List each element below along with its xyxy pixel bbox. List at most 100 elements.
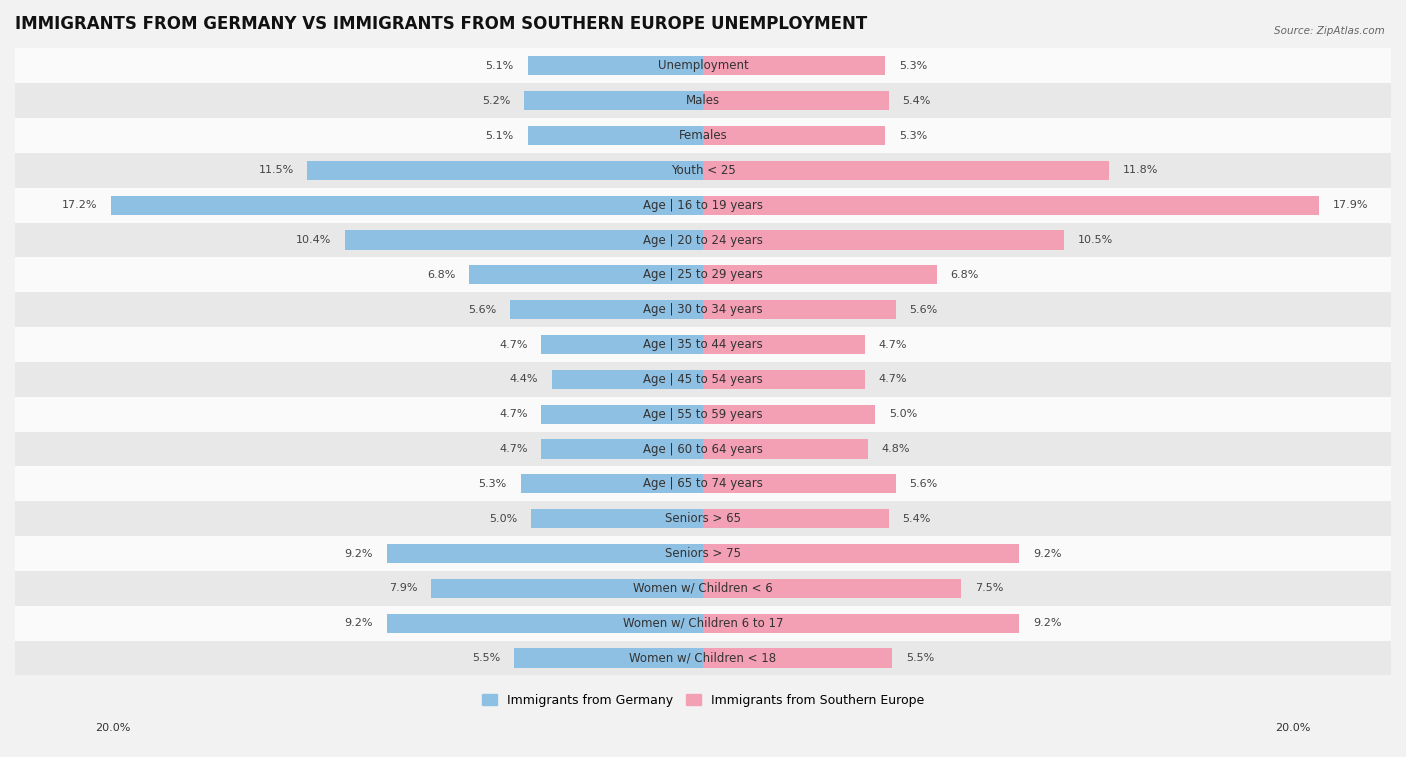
Bar xyxy=(703,544,1019,563)
Text: Age | 35 to 44 years: Age | 35 to 44 years xyxy=(643,338,763,351)
Bar xyxy=(703,91,889,111)
Bar xyxy=(520,475,703,494)
Bar xyxy=(703,404,875,424)
Bar xyxy=(15,257,1391,292)
Text: IMMIGRANTS FROM GERMANY VS IMMIGRANTS FROM SOUTHERN EUROPE UNEMPLOYMENT: IMMIGRANTS FROM GERMANY VS IMMIGRANTS FR… xyxy=(15,15,868,33)
Bar xyxy=(308,160,703,180)
Text: 6.8%: 6.8% xyxy=(950,269,979,280)
Text: 5.5%: 5.5% xyxy=(472,653,501,663)
Text: 6.8%: 6.8% xyxy=(427,269,456,280)
Text: 4.7%: 4.7% xyxy=(499,444,527,454)
Text: 5.2%: 5.2% xyxy=(482,95,510,106)
Bar xyxy=(432,579,703,598)
Text: 4.7%: 4.7% xyxy=(879,340,907,350)
Text: Age | 20 to 24 years: Age | 20 to 24 years xyxy=(643,233,763,247)
Text: 4.7%: 4.7% xyxy=(879,375,907,385)
Text: 5.4%: 5.4% xyxy=(903,95,931,106)
Text: 5.6%: 5.6% xyxy=(468,304,496,315)
Text: 4.8%: 4.8% xyxy=(882,444,910,454)
Bar xyxy=(527,56,703,76)
Text: 5.1%: 5.1% xyxy=(485,130,513,141)
Text: 4.4%: 4.4% xyxy=(509,375,538,385)
Bar xyxy=(541,404,703,424)
Bar xyxy=(15,536,1391,571)
Text: 5.3%: 5.3% xyxy=(898,130,928,141)
Bar xyxy=(15,83,1391,118)
Text: Women w/ Children < 6: Women w/ Children < 6 xyxy=(633,582,773,595)
Text: Unemployment: Unemployment xyxy=(658,59,748,73)
Text: Age | 30 to 34 years: Age | 30 to 34 years xyxy=(643,304,763,316)
Text: 9.2%: 9.2% xyxy=(344,618,373,628)
Bar xyxy=(15,571,1391,606)
Bar xyxy=(703,230,1064,250)
Bar xyxy=(15,640,1391,675)
Text: Age | 65 to 74 years: Age | 65 to 74 years xyxy=(643,478,763,491)
Bar xyxy=(15,501,1391,536)
Bar xyxy=(15,153,1391,188)
Text: 11.8%: 11.8% xyxy=(1122,165,1159,176)
Bar xyxy=(703,195,1319,215)
Text: 17.9%: 17.9% xyxy=(1333,200,1368,210)
Text: Women w/ Children 6 to 17: Women w/ Children 6 to 17 xyxy=(623,617,783,630)
Text: 20.0%: 20.0% xyxy=(1275,723,1310,733)
Bar xyxy=(15,48,1391,83)
Text: Age | 25 to 29 years: Age | 25 to 29 years xyxy=(643,268,763,282)
Bar xyxy=(15,327,1391,362)
Text: 9.2%: 9.2% xyxy=(1033,549,1062,559)
Text: Males: Males xyxy=(686,94,720,107)
Bar xyxy=(346,230,703,250)
Text: 5.5%: 5.5% xyxy=(905,653,934,663)
Bar xyxy=(703,300,896,319)
Bar xyxy=(541,439,703,459)
Text: 17.2%: 17.2% xyxy=(62,200,97,210)
Bar xyxy=(703,369,865,389)
Text: 11.5%: 11.5% xyxy=(259,165,294,176)
Bar xyxy=(527,126,703,145)
Text: 5.6%: 5.6% xyxy=(910,479,938,489)
Bar xyxy=(551,369,703,389)
Text: Source: ZipAtlas.com: Source: ZipAtlas.com xyxy=(1274,26,1385,36)
Bar xyxy=(15,431,1391,466)
Legend: Immigrants from Germany, Immigrants from Southern Europe: Immigrants from Germany, Immigrants from… xyxy=(482,694,924,707)
Bar xyxy=(703,579,960,598)
Bar xyxy=(703,475,896,494)
Text: 5.0%: 5.0% xyxy=(489,514,517,524)
Text: Age | 55 to 59 years: Age | 55 to 59 years xyxy=(643,408,763,421)
Bar xyxy=(524,91,703,111)
Bar xyxy=(703,509,889,528)
Bar xyxy=(703,649,893,668)
Text: Women w/ Children < 18: Women w/ Children < 18 xyxy=(630,652,776,665)
Bar xyxy=(470,265,703,285)
Bar xyxy=(15,223,1391,257)
Bar xyxy=(703,614,1019,633)
Bar xyxy=(15,118,1391,153)
Bar xyxy=(703,439,868,459)
Bar xyxy=(703,56,886,76)
Bar xyxy=(510,300,703,319)
Text: 5.1%: 5.1% xyxy=(485,61,513,71)
Bar xyxy=(513,649,703,668)
Bar xyxy=(387,544,703,563)
Bar xyxy=(15,466,1391,501)
Bar xyxy=(531,509,703,528)
Text: Youth < 25: Youth < 25 xyxy=(671,164,735,177)
Text: Age | 16 to 19 years: Age | 16 to 19 years xyxy=(643,198,763,212)
Bar xyxy=(703,335,865,354)
Bar xyxy=(703,160,1109,180)
Bar xyxy=(15,397,1391,431)
Text: Age | 60 to 64 years: Age | 60 to 64 years xyxy=(643,443,763,456)
Bar xyxy=(703,126,886,145)
Bar xyxy=(15,362,1391,397)
Text: Age | 45 to 54 years: Age | 45 to 54 years xyxy=(643,373,763,386)
Text: 7.9%: 7.9% xyxy=(389,584,418,593)
Text: 5.4%: 5.4% xyxy=(903,514,931,524)
Bar xyxy=(703,265,936,285)
Bar xyxy=(541,335,703,354)
Text: 9.2%: 9.2% xyxy=(1033,618,1062,628)
Text: 4.7%: 4.7% xyxy=(499,340,527,350)
Bar xyxy=(15,606,1391,640)
Text: 5.6%: 5.6% xyxy=(910,304,938,315)
Text: 5.3%: 5.3% xyxy=(478,479,508,489)
Text: 10.5%: 10.5% xyxy=(1078,235,1114,245)
Text: 7.5%: 7.5% xyxy=(974,584,1002,593)
